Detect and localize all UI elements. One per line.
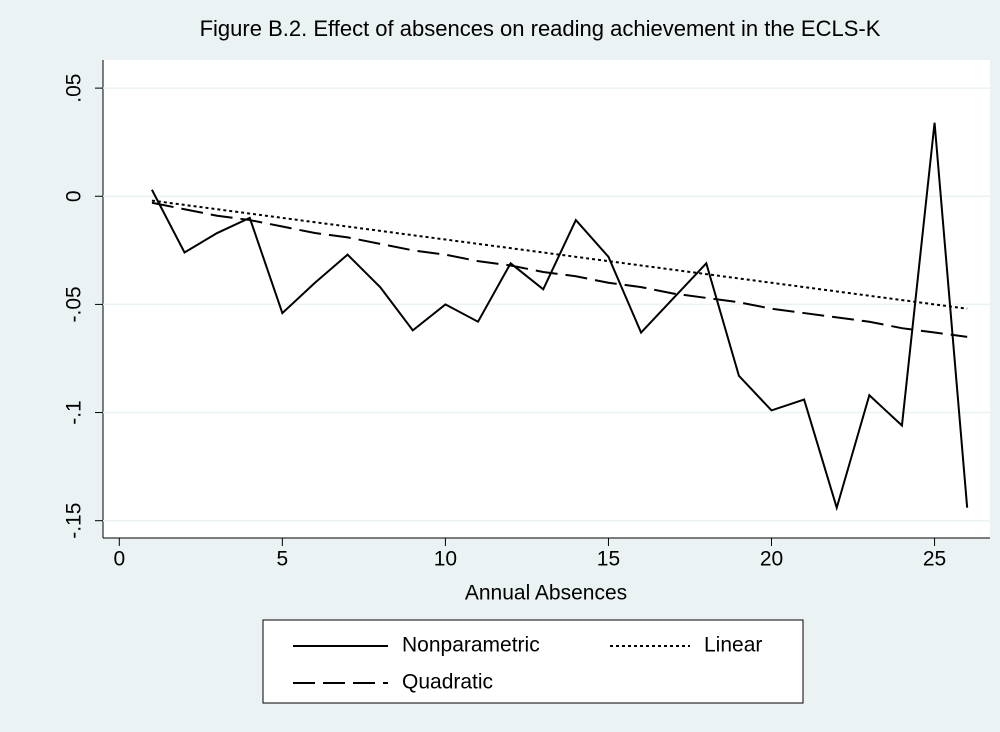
series-line: [151, 122, 969, 512]
legend-box: [262, 619, 804, 704]
x-tick-label: 0: [113, 548, 125, 571]
series-line: [151, 199, 968, 310]
plot-area: [103, 60, 990, 538]
legend-label: Quadratic: [402, 671, 493, 694]
chart-title: Figure B.2. Effect of absences on readin…: [200, 16, 881, 41]
y-tick-label: -.1: [63, 400, 86, 425]
x-tick-label: 20: [760, 548, 783, 571]
series-line: [151, 201, 968, 338]
x-tick-label: 15: [597, 548, 620, 571]
y-tick-label: -.05: [63, 286, 86, 322]
legend-label: Nonparametric: [402, 634, 540, 657]
x-tick-label: 10: [434, 548, 457, 571]
legend-label: Linear: [704, 634, 762, 657]
x-tick-label: 25: [923, 548, 946, 571]
y-tick-label: .05: [63, 74, 86, 103]
y-tick-label: -.15: [63, 503, 86, 539]
x-tick-label: 5: [277, 548, 289, 571]
x-axis-label: Annual Absences: [465, 582, 627, 605]
y-tick-label: 0: [63, 190, 86, 202]
